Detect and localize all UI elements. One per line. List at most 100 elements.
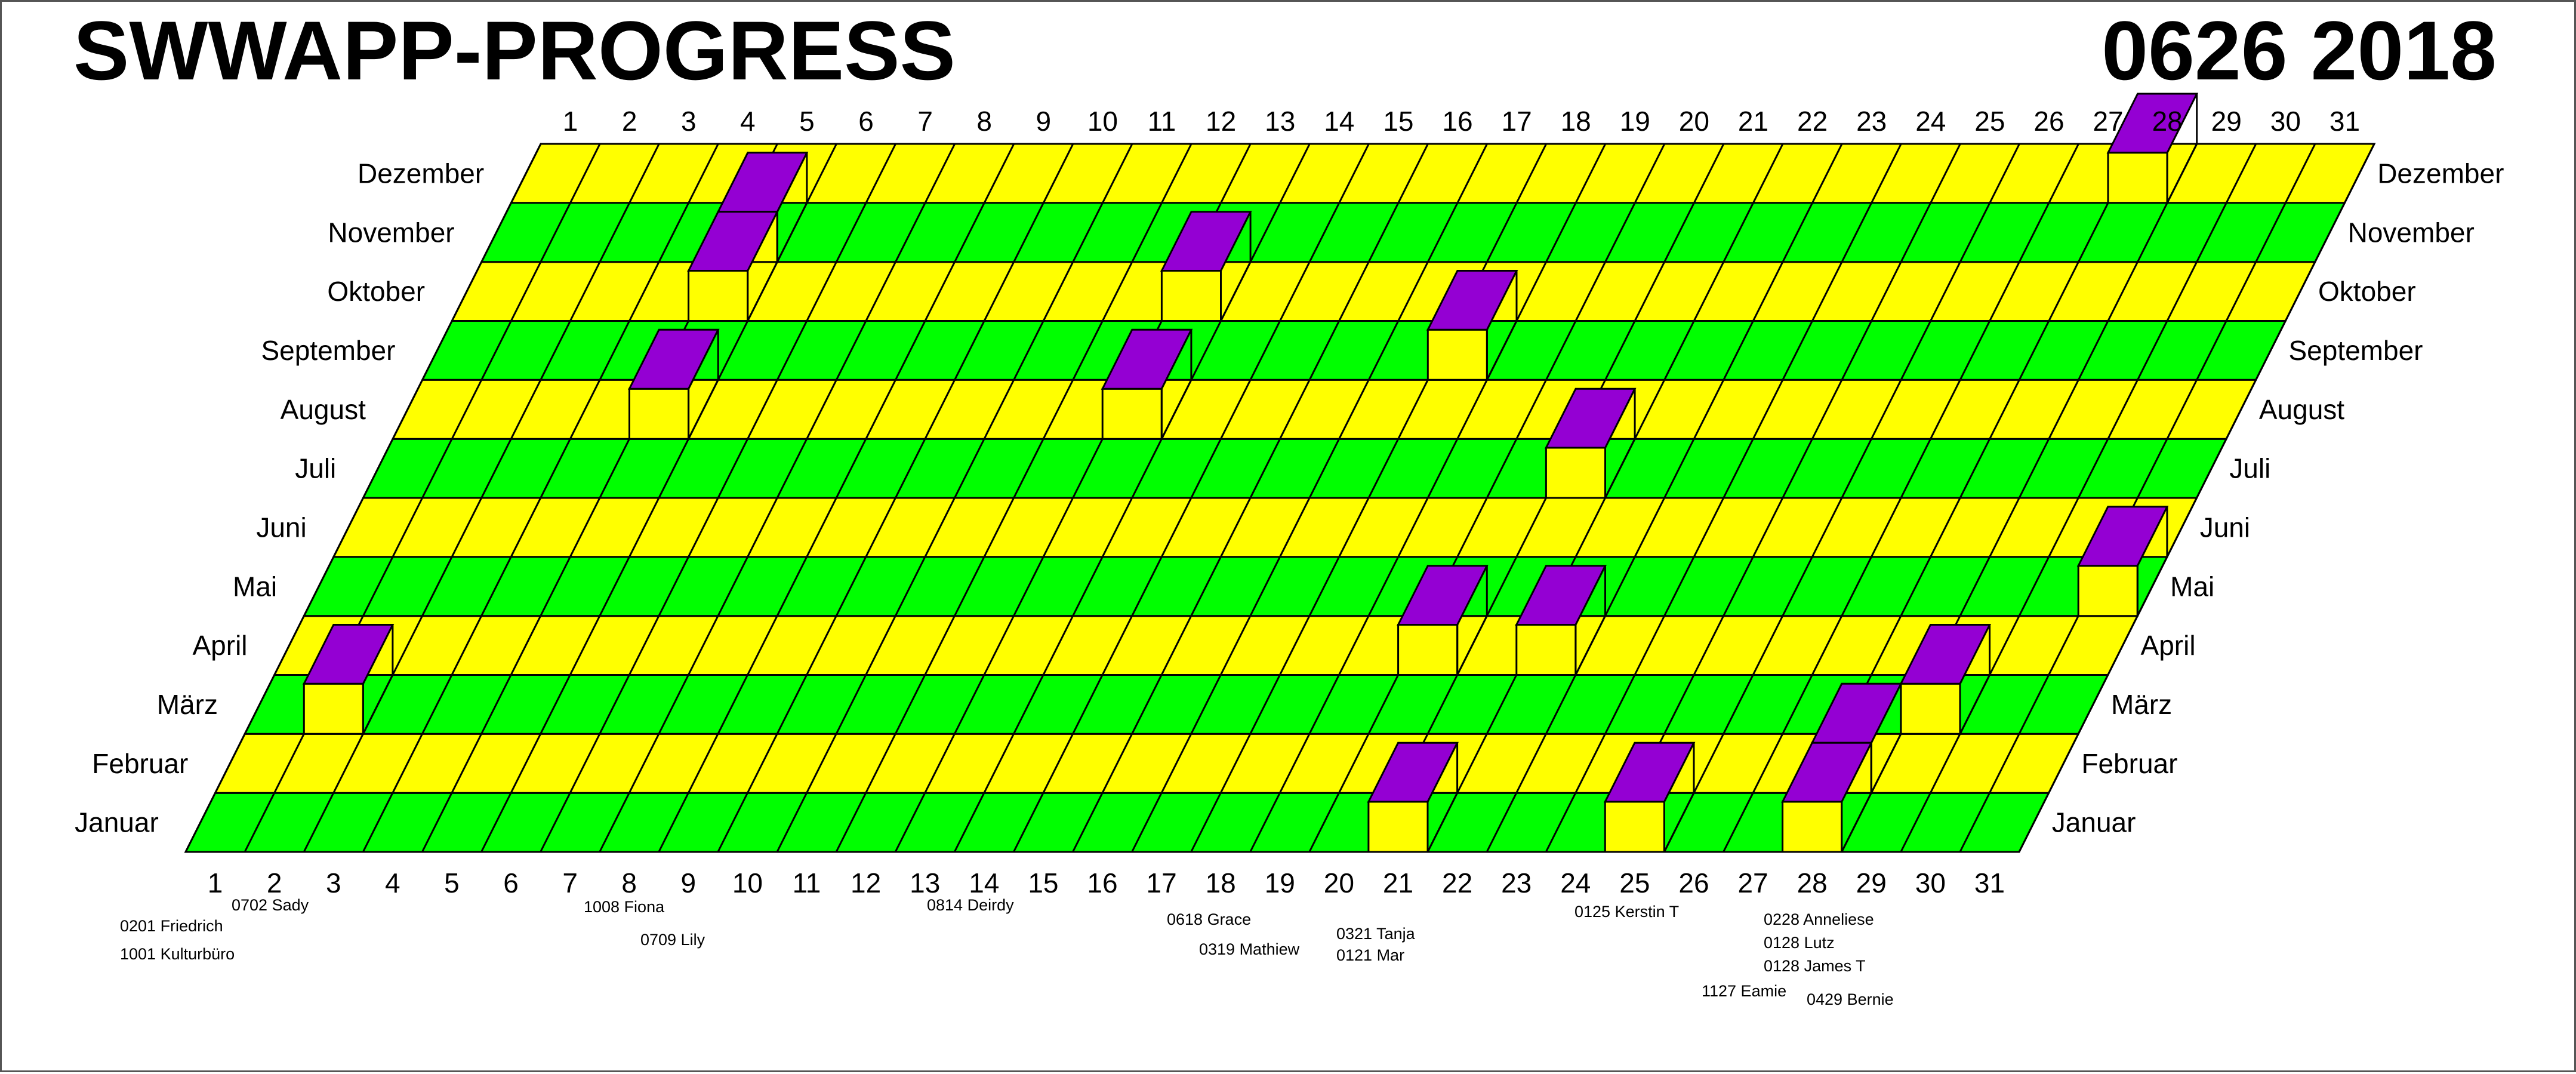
day-tick-bottom: 20 bbox=[1324, 867, 1354, 898]
marker-front-face bbox=[628, 387, 690, 440]
day-tick-top: 4 bbox=[740, 106, 756, 137]
day-divider bbox=[1249, 143, 1607, 853]
event-marker bbox=[1899, 624, 1992, 735]
day-tick-top: 16 bbox=[1442, 106, 1472, 137]
day-divider bbox=[835, 143, 1193, 853]
event-name-label: 0709 Lily bbox=[640, 931, 705, 949]
day-tick-top: 22 bbox=[1797, 106, 1828, 137]
marker-top-face bbox=[1397, 565, 1489, 626]
day-tick-top: 8 bbox=[976, 106, 992, 137]
month-label-left: Mai bbox=[233, 571, 277, 602]
day-divider bbox=[1013, 143, 1370, 853]
event-name-label: 0429 Bernie bbox=[1807, 990, 1894, 1008]
marker-top-face bbox=[1426, 270, 1518, 331]
day-tick-bottom: 2 bbox=[267, 867, 282, 898]
event-marker bbox=[1367, 741, 1459, 853]
month-label-right: Januar bbox=[2052, 807, 2136, 838]
event-marker bbox=[1544, 387, 1637, 499]
event-markers bbox=[302, 93, 2199, 853]
day-tick-top: 18 bbox=[1561, 106, 1591, 137]
day-tick-bottom: 15 bbox=[1028, 867, 1058, 898]
day-tick-top: 25 bbox=[1974, 106, 2005, 137]
month-label-left: Juni bbox=[256, 512, 306, 543]
month-label-left: März bbox=[157, 689, 218, 720]
event-marker bbox=[628, 328, 720, 440]
month-label-right: Dezember bbox=[2377, 158, 2504, 189]
marker-top-face bbox=[628, 328, 720, 390]
day-divider bbox=[184, 143, 542, 853]
day-tick-top: 29 bbox=[2211, 106, 2242, 137]
month-label-right: September bbox=[2288, 335, 2423, 366]
month-label-left: Februar bbox=[92, 748, 188, 779]
event-marker bbox=[1781, 741, 1873, 853]
month-label-left: Dezember bbox=[358, 158, 484, 189]
marker-front-face bbox=[1545, 447, 1606, 499]
marker-front-face bbox=[1367, 801, 1429, 853]
day-tick-bottom: 13 bbox=[910, 867, 940, 898]
day-tick-top: 1 bbox=[563, 106, 578, 137]
marker-front-face bbox=[303, 682, 364, 735]
event-marker bbox=[1603, 741, 1696, 853]
day-tick-top: 31 bbox=[2330, 106, 2360, 137]
day-tick-top: 28 bbox=[2152, 106, 2183, 137]
marker-front-face bbox=[2077, 565, 2139, 617]
day-tick-bottom: 18 bbox=[1206, 867, 1236, 898]
marker-front-face bbox=[2107, 152, 2168, 204]
day-tick-bottom: 14 bbox=[969, 867, 999, 898]
event-name-label: 0321 Tanja bbox=[1336, 925, 1416, 943]
day-divider bbox=[2018, 143, 2375, 853]
day-divider bbox=[1308, 143, 1666, 853]
day-tick-top: 21 bbox=[1738, 106, 1768, 137]
day-divider bbox=[1190, 143, 1547, 853]
axis-labels: 1122334455667788991010111112121313141415… bbox=[75, 106, 2504, 898]
event-name-label: 0814 Deirdy bbox=[927, 896, 1014, 914]
marker-top-face bbox=[2076, 506, 2169, 567]
month-band-4 bbox=[273, 615, 2139, 676]
marker-top-face bbox=[1515, 565, 1607, 626]
day-tick-bottom: 23 bbox=[1501, 867, 1532, 898]
day-tick-bottom: 17 bbox=[1147, 867, 1177, 898]
day-tick-top: 10 bbox=[1087, 106, 1118, 137]
day-divider bbox=[599, 143, 956, 853]
month-label-right: April bbox=[2141, 630, 2196, 661]
event-name-label: 0121 Mar bbox=[1336, 946, 1404, 964]
day-tick-bottom: 10 bbox=[732, 867, 763, 898]
day-tick-bottom: 16 bbox=[1087, 867, 1117, 898]
day-divider bbox=[1663, 143, 2020, 853]
event-marker bbox=[1160, 211, 1252, 322]
event-name-label: 0128 Lutz bbox=[1764, 934, 1835, 952]
day-tick-top: 30 bbox=[2270, 106, 2301, 137]
month-label-left: April bbox=[193, 630, 248, 661]
event-name-label: 1001 Kulturbüro bbox=[120, 945, 235, 963]
day-tick-bottom: 22 bbox=[1442, 867, 1472, 898]
day-tick-top: 24 bbox=[1915, 106, 1946, 137]
day-tick-top: 2 bbox=[622, 106, 637, 137]
day-divider bbox=[540, 143, 896, 853]
day-tick-bottom: 31 bbox=[1974, 867, 2005, 898]
day-tick-bottom: 3 bbox=[326, 867, 341, 898]
day-tick-top: 17 bbox=[1502, 106, 1532, 137]
marker-front-face bbox=[1101, 387, 1163, 440]
month-band-6 bbox=[332, 497, 2198, 558]
marker-front-face bbox=[1397, 624, 1459, 676]
day-tick-top: 27 bbox=[2093, 106, 2123, 137]
event-name-label: 0228 Anneliese bbox=[1764, 910, 1874, 928]
month-label-right: Juli bbox=[2229, 453, 2270, 484]
day-tick-bottom: 5 bbox=[444, 867, 460, 898]
month-band-5 bbox=[302, 556, 2169, 617]
month-label-right: August bbox=[2259, 394, 2344, 425]
day-tick-bottom: 9 bbox=[681, 867, 697, 898]
day-tick-top: 15 bbox=[1383, 106, 1413, 137]
day-divider bbox=[1723, 143, 2079, 853]
marker-front-face bbox=[1900, 682, 1961, 735]
event-name-label: 0702 Sady bbox=[232, 896, 309, 914]
event-name-labels: 0702 Sady 0201 Friedrich 1001 Kulturbüro 10… bbox=[120, 896, 1894, 1008]
day-tick-bottom: 21 bbox=[1383, 867, 1413, 898]
day-tick-bottom: 29 bbox=[1856, 867, 1887, 898]
day-tick-bottom: 24 bbox=[1560, 867, 1591, 898]
event-name-label: 0618 Grace bbox=[1167, 910, 1251, 928]
day-divider bbox=[1131, 143, 1488, 853]
month-label-right: Juni bbox=[2200, 512, 2250, 543]
day-divider bbox=[658, 143, 1015, 853]
